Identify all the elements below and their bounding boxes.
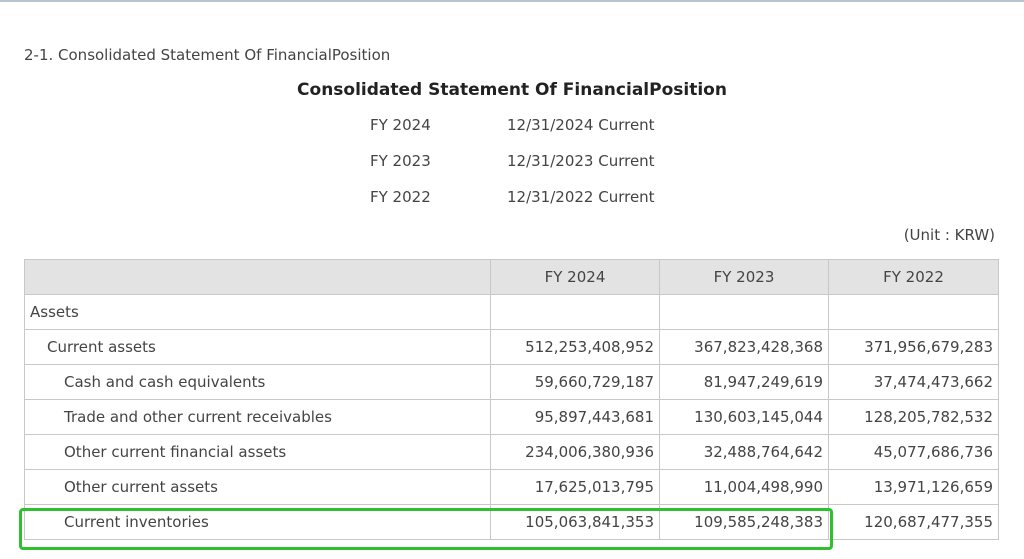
period-date-label: 12/31/2023 Current: [507, 152, 655, 170]
period-row-fy2024: FY 2024 12/31/2024 Current: [0, 116, 1024, 138]
cell-fy2024: 95,897,443,681: [490, 399, 660, 435]
row-label: Current assets: [24, 329, 491, 365]
column-header-label: [24, 259, 491, 295]
cell-fy2022: 45,077,686,736: [828, 434, 999, 470]
table-row: Current assets 512,253,408,952 367,823,4…: [24, 329, 999, 365]
statement-title: Consolidated Statement Of FinancialPosit…: [297, 80, 727, 100]
cell-fy2022: 37,474,473,662: [828, 364, 999, 400]
cell-fy2023: 32,488,764,642: [659, 434, 829, 470]
row-label: Current inventories: [24, 504, 491, 540]
column-header-fy2022: FY 2022: [828, 259, 999, 295]
table-row: Trade and other current receivables 95,8…: [24, 399, 999, 435]
period-fy-label: FY 2022: [370, 188, 431, 206]
row-label: Cash and cash equivalents: [24, 364, 491, 400]
cell-fy2022: [828, 294, 999, 330]
cell-fy2023: 11,004,498,990: [659, 469, 829, 505]
unit-note: (Unit : KRW): [903, 226, 995, 244]
period-date-label: 12/31/2024 Current: [507, 116, 655, 134]
cell-fy2023: 130,603,145,044: [659, 399, 829, 435]
cell-fy2024: 105,063,841,353: [490, 504, 660, 540]
table-row: Current inventories 105,063,841,353 109,…: [24, 504, 999, 540]
cell-fy2024: 234,006,380,936: [490, 434, 660, 470]
cell-fy2023: 109,585,248,383: [659, 504, 829, 540]
cell-fy2023: 367,823,428,368: [659, 329, 829, 365]
period-fy-label: FY 2023: [370, 152, 431, 170]
section-heading: 2-1. Consolidated Statement Of Financial…: [24, 46, 391, 64]
column-header-fy2023: FY 2023: [659, 259, 829, 295]
table-row: Other current assets 17,625,013,795 11,0…: [24, 469, 999, 505]
table-row: Other current financial assets 234,006,3…: [24, 434, 999, 470]
table-row: Assets: [24, 294, 999, 330]
top-divider: [0, 0, 1024, 2]
cell-fy2024: [490, 294, 660, 330]
table-header-row: FY 2024 FY 2023 FY 2022: [24, 259, 999, 295]
cell-fy2024: 512,253,408,952: [490, 329, 660, 365]
row-label: Other current financial assets: [24, 434, 491, 470]
cell-fy2023: 81,947,249,619: [659, 364, 829, 400]
financial-position-table: FY 2024 FY 2023 FY 2022 Assets Current a…: [24, 259, 999, 540]
cell-fy2022: 120,687,477,355: [828, 504, 999, 540]
period-row-fy2022: FY 2022 12/31/2022 Current: [0, 188, 1024, 210]
period-date-label: 12/31/2022 Current: [507, 188, 655, 206]
table-row: Cash and cash equivalents 59,660,729,187…: [24, 364, 999, 400]
cell-fy2022: 371,956,679,283: [828, 329, 999, 365]
cell-fy2022: 128,205,782,532: [828, 399, 999, 435]
row-label: Assets: [24, 294, 491, 330]
cell-fy2022: 13,971,126,659: [828, 469, 999, 505]
row-label: Trade and other current receivables: [24, 399, 491, 435]
period-row-fy2023: FY 2023 12/31/2023 Current: [0, 152, 1024, 174]
period-fy-label: FY 2024: [370, 116, 431, 134]
row-label: Other current assets: [24, 469, 491, 505]
cell-fy2024: 59,660,729,187: [490, 364, 660, 400]
cell-fy2024: 17,625,013,795: [490, 469, 660, 505]
column-header-fy2024: FY 2024: [490, 259, 660, 295]
cell-fy2023: [659, 294, 829, 330]
